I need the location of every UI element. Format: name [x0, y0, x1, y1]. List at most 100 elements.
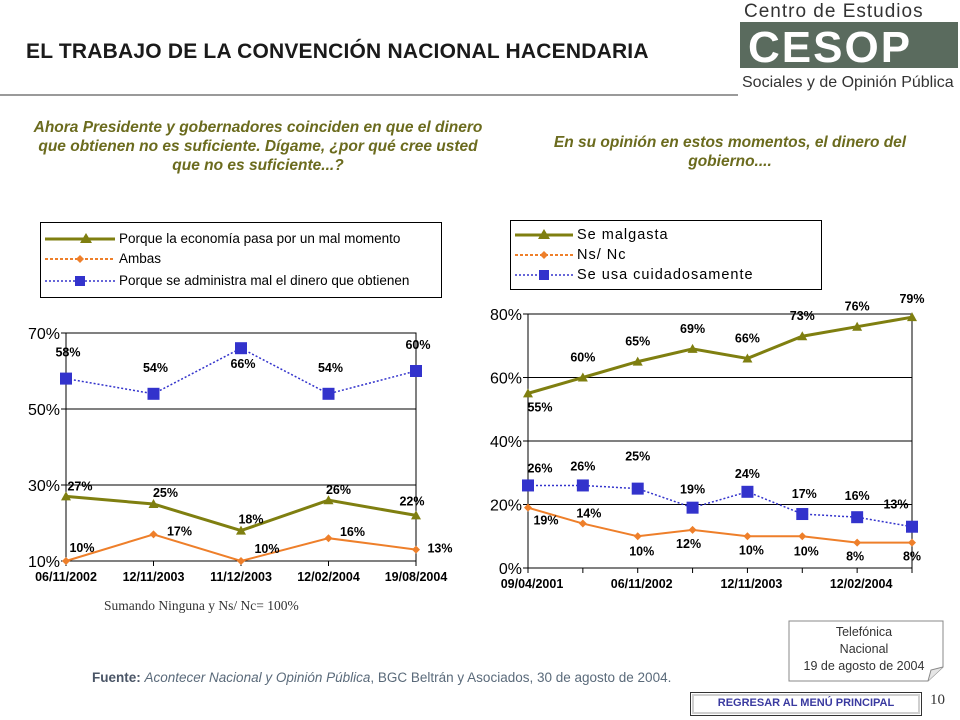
data-label: 25%	[625, 450, 650, 464]
legend-line-olive	[515, 229, 573, 239]
data-label: 69%	[680, 322, 705, 336]
y-tick-label: 20%	[490, 498, 522, 515]
data-label: 65%	[625, 335, 650, 349]
point-diamond	[908, 538, 916, 547]
x-tick-label: 11/12/2003	[210, 570, 272, 584]
point-square	[741, 485, 754, 498]
point-square	[576, 479, 589, 492]
data-label: 10%	[69, 541, 94, 555]
legend-line-blue	[515, 270, 573, 280]
data-label: 22%	[399, 494, 424, 508]
x-tick-label: 06/11/2002	[35, 570, 97, 584]
point-triangle	[907, 312, 917, 322]
legend-line-blue	[45, 276, 115, 286]
data-label: 66%	[735, 331, 760, 345]
point-triangle	[411, 510, 421, 520]
data-label: 26%	[527, 461, 552, 475]
source-label: Fuente:	[92, 670, 141, 685]
data-label: 18%	[238, 513, 263, 527]
source-publication: Acontecer Nacional y Opinión Pública	[144, 670, 371, 685]
series-line-diamond	[527, 506, 912, 544]
data-label: 10%	[254, 542, 279, 556]
survey-callout: Telefónica Nacional 19 de agosto de 2004	[788, 620, 944, 682]
legend-item: Ns/ Nc	[511, 245, 821, 265]
data-label: 12%	[676, 537, 701, 551]
source-detail: , BGC Beltrán y Asociados, 30 de agosto …	[370, 670, 672, 685]
logo-line2: Sociales y de Opinión Pública	[742, 74, 954, 91]
data-label: 66%	[230, 357, 255, 371]
point-square	[686, 501, 699, 514]
x-tick-label: 12/02/2004	[297, 570, 360, 584]
legend-item: Se malgasta	[511, 225, 821, 245]
legend-label: Se usa cuidadosamente	[577, 267, 754, 283]
point-triangle	[323, 495, 334, 505]
cesop-logo: Centro de Estudios CESOP Sociales y de O…	[738, 0, 960, 96]
point-triangle	[852, 321, 863, 331]
logo-line1: Centro de Estudios	[744, 1, 924, 22]
data-label: 8%	[903, 550, 921, 564]
data-label: 60%	[405, 338, 430, 352]
data-label: 54%	[143, 361, 168, 375]
legend-label: Ambas	[119, 251, 162, 266]
point-triangle	[797, 331, 808, 341]
legend-line-olive	[45, 233, 115, 243]
data-label: 14%	[576, 507, 601, 521]
point-diamond	[688, 525, 697, 534]
data-label: 19%	[680, 483, 705, 497]
data-label: 8%	[846, 550, 864, 564]
data-label: 25%	[153, 486, 178, 500]
x-tick-label: 19/08/2004	[385, 570, 448, 584]
point-square	[147, 387, 160, 400]
legend-line-orange	[45, 255, 115, 263]
data-label: 16%	[845, 489, 870, 503]
point-diamond	[578, 519, 587, 528]
data-label: 13%	[427, 542, 452, 556]
point-triangle	[742, 353, 753, 363]
data-label: 13%	[883, 498, 908, 512]
legend-right: Se malgasta Ns/ Nc Se usa cuidadosamente	[510, 220, 822, 290]
y-tick-label: 60%	[490, 371, 522, 388]
point-diamond	[149, 530, 158, 539]
point-square	[906, 520, 918, 533]
y-tick-label: 50%	[28, 402, 60, 419]
chart-right: 80% 60% 40% 20% 0%09/04/2001 06/11/2002 12/11/…	[490, 292, 925, 591]
legend-item: Porque se administra mal el dinero que o…	[41, 271, 441, 291]
point-diamond	[633, 532, 642, 541]
point-triangle	[632, 356, 643, 366]
point-diamond	[798, 532, 807, 541]
point-square	[60, 372, 72, 385]
data-label: 55%	[527, 400, 552, 414]
callout-line3: 19 de agosto de 2004	[804, 659, 925, 673]
point-square	[235, 342, 247, 355]
page-title: EL TRABAJO DE LA CONVENCIÓN NACIONAL HAC…	[26, 40, 649, 63]
point-triangle	[577, 372, 588, 382]
title-divider	[0, 94, 848, 96]
legend-label: Porque se administra mal el dinero que o…	[119, 273, 410, 288]
point-triangle	[61, 491, 71, 501]
series-line-square	[65, 347, 417, 395]
data-label: 54%	[318, 361, 343, 375]
callout-line1: Telefónica	[836, 625, 892, 639]
point-diamond	[62, 557, 70, 565]
y-tick-label: 80%	[490, 307, 522, 324]
data-label: 73%	[790, 309, 815, 323]
data-label: 26%	[570, 459, 595, 473]
legend-label: Porque la economía pasa por un mal momen…	[119, 231, 401, 246]
data-label: 19%	[533, 514, 558, 528]
point-triangle	[523, 388, 533, 398]
data-label: 58%	[55, 346, 80, 360]
legend-label: Se malgasta	[577, 227, 669, 243]
data-label: 17%	[792, 487, 817, 501]
main-menu-button[interactable]: REGRESAR AL MENÚ PRINCIPAL	[690, 692, 922, 716]
legend-item: Ambas	[41, 249, 441, 269]
point-diamond	[412, 545, 420, 554]
question-left: Ahora Presidente y gobernadores coincide…	[33, 119, 483, 174]
question-right: En su opinión en estos momentos, el dine…	[553, 134, 907, 170]
x-tick-label: 06/11/2002	[611, 577, 673, 591]
legend-label: Ns/ Nc	[577, 247, 627, 263]
callout-line2: Nacional	[840, 642, 889, 656]
data-label: 79%	[899, 292, 924, 306]
point-diamond	[853, 538, 862, 547]
chart-left: 70%50%30%10%06/11/2002 12/11/2003 11/12/20…	[28, 326, 453, 584]
legend-left: Porque la economía pasa por un mal momen…	[40, 222, 442, 298]
